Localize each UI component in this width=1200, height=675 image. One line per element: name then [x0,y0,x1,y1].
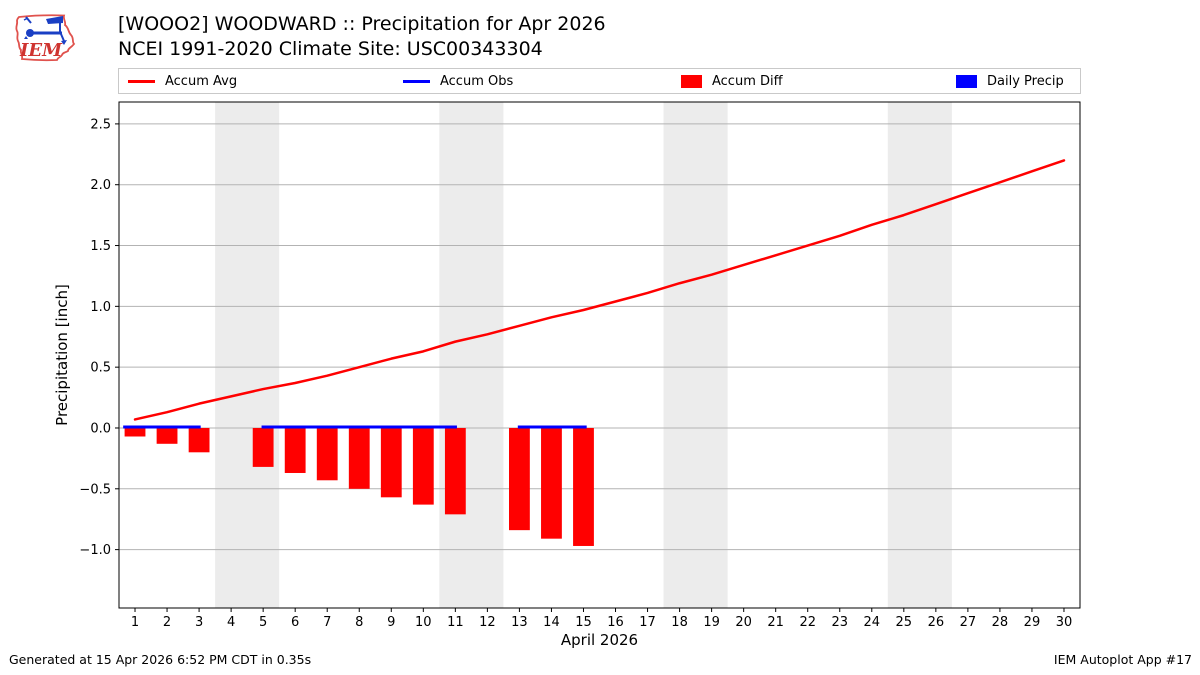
x-tick-label: 19 [703,615,720,630]
x-tick-label: 14 [543,615,560,630]
accum-diff-bar [284,427,306,473]
accum-diff-bar [316,427,338,481]
x-tick-label: 15 [575,615,592,630]
y-tick-label: −1.0 [79,543,111,558]
legend-label: Accum Diff [712,73,783,89]
x-tick-label: 20 [735,615,752,630]
x-tick-label: 13 [511,615,528,630]
legend-item-accum-avg: Accum Avg [128,69,237,93]
legend-item-daily-precip: Daily Precip [953,69,1064,93]
x-tick-label: 3 [195,615,203,630]
plot-border [118,101,1081,609]
chart-title: [WOOO2] WOODWARD :: Precipitation for Ap… [118,13,606,35]
x-tick-label: 4 [227,615,235,630]
iem-logo-text: IEM [19,40,63,61]
x-tick-label: 29 [1024,615,1041,630]
accum-diff-bar [573,427,594,546]
box-swatch-icon [681,74,702,88]
y-axis-label: Precipitation [inch] [53,284,71,426]
accum-diff-bar [348,427,370,489]
weekend-band [215,102,280,608]
weekend-band [887,102,952,608]
footer-app-text: IEM Autoplot App #17 [1053,652,1192,667]
x-tick-label: 11 [447,615,464,630]
legend-item-accum-obs: Accum Obs [403,69,513,93]
x-tick-label: 30 [1056,615,1073,630]
y-tick-label: 0.0 [90,421,111,436]
x-tick-label: 10 [415,615,432,630]
x-tick-label: 27 [960,615,977,630]
y-tick-label: 0.5 [90,361,111,376]
weather-vane-icon [23,16,67,45]
iem-logo: IEM [15,14,76,62]
x-tick-label: 23 [831,615,848,630]
accum-avg-line [133,159,1066,421]
x-tick-label: 1 [131,615,139,630]
x-tick-label: 25 [896,615,913,630]
y-tick-label: −0.5 [79,482,111,497]
x-tick-label: 17 [639,615,656,630]
x-tick-label: 5 [259,615,267,630]
line-swatch-icon [128,79,155,83]
accum-diff-bar [509,427,530,531]
accum-diff-bar [124,427,146,437]
x-tick-label: 21 [767,615,784,630]
x-tick-label: 22 [799,615,816,630]
legend: Accum Avg Accum Obs Accum Diff Daily Precip [118,68,1081,94]
weekend-band [663,102,728,608]
legend-label: Accum Obs [440,73,514,89]
weekend-band [439,102,504,608]
y-tick-label: 1.0 [90,300,111,315]
x-tick-label: 12 [479,615,496,630]
x-tick-label: 24 [864,615,881,630]
x-tick-label: 8 [355,615,363,630]
y-tick-label: 2.5 [90,117,111,132]
line-swatch-icon [403,79,430,83]
title-block: [WOOO2] WOODWARD :: Precipitation for Ap… [118,12,606,62]
accum-diff-bar [188,427,210,453]
footer-generated-text: Generated at 15 Apr 2026 6:52 PM CDT in … [9,652,312,667]
y-tick-label: 1.5 [90,239,111,254]
x-tick-label: 18 [671,615,688,630]
accum-diff-bar [541,427,562,539]
box-swatch-icon [956,74,977,88]
x-tick-label: 26 [928,615,945,630]
accum-diff-bar [156,427,178,444]
x-tick-label: 6 [291,615,299,630]
x-tick-label: 7 [323,615,331,630]
accum-diff-bar [252,427,274,467]
accum-diff-bar [412,427,434,505]
accum-diff-bar [380,427,402,498]
y-tick-label: 2.0 [90,178,111,193]
x-tick-label: 16 [607,615,624,630]
chart-subtitle: NCEI 1991-2020 Climate Site: USC00343304 [118,38,543,60]
x-axis-label: April 2026 [560,631,639,649]
x-tick-label: 9 [387,615,395,630]
accum-diff-bar [444,427,466,515]
x-tick-label: 28 [992,615,1009,630]
legend-label: Daily Precip [987,73,1064,89]
legend-label: Accum Avg [165,73,238,89]
legend-item-accum-diff: Accum Diff [678,69,783,93]
x-tick-label: 2 [163,615,171,630]
